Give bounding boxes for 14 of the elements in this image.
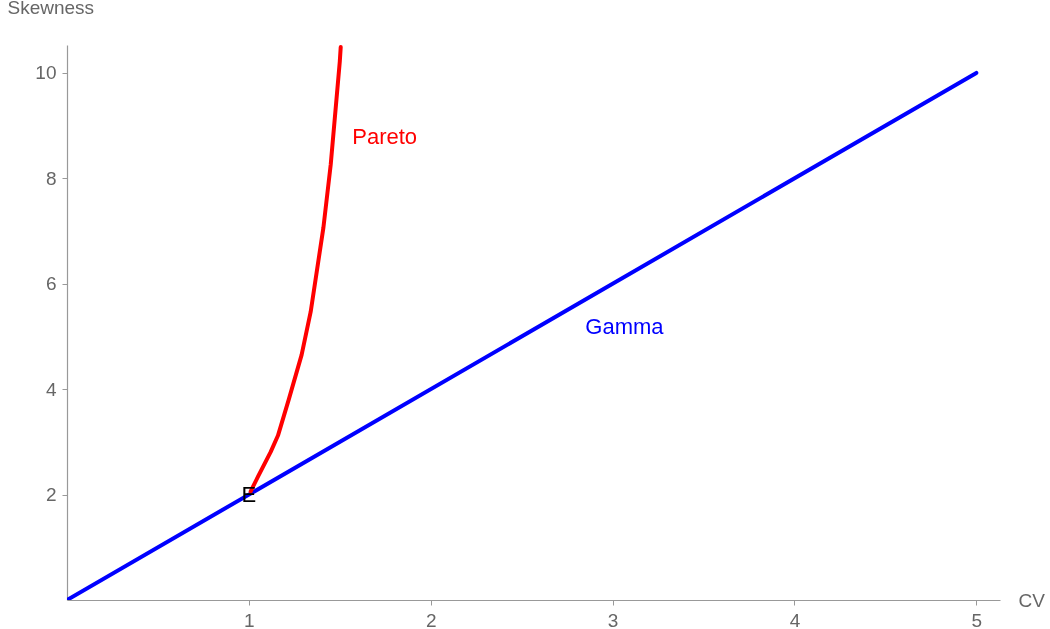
- x-tick-label: 3: [607, 609, 619, 629]
- x-tick-label: 4: [789, 609, 801, 629]
- x-tick-label: 5: [971, 609, 983, 629]
- y-tick-label: 8: [45, 167, 57, 189]
- y-tick-label: 2: [45, 484, 57, 506]
- y-tick-label: 6: [45, 273, 57, 295]
- x-tick-label: 1: [244, 609, 255, 629]
- y-tick-label: 4: [45, 378, 57, 400]
- y-axis-title: Skewness: [7, 0, 95, 18]
- x-axis-title: CV: [1018, 589, 1046, 611]
- x-tick-label: 2: [425, 609, 437, 629]
- series-label: Pareto: [352, 124, 418, 150]
- series-label: Gamma: [585, 313, 665, 339]
- y-tick-label: 10: [35, 62, 57, 84]
